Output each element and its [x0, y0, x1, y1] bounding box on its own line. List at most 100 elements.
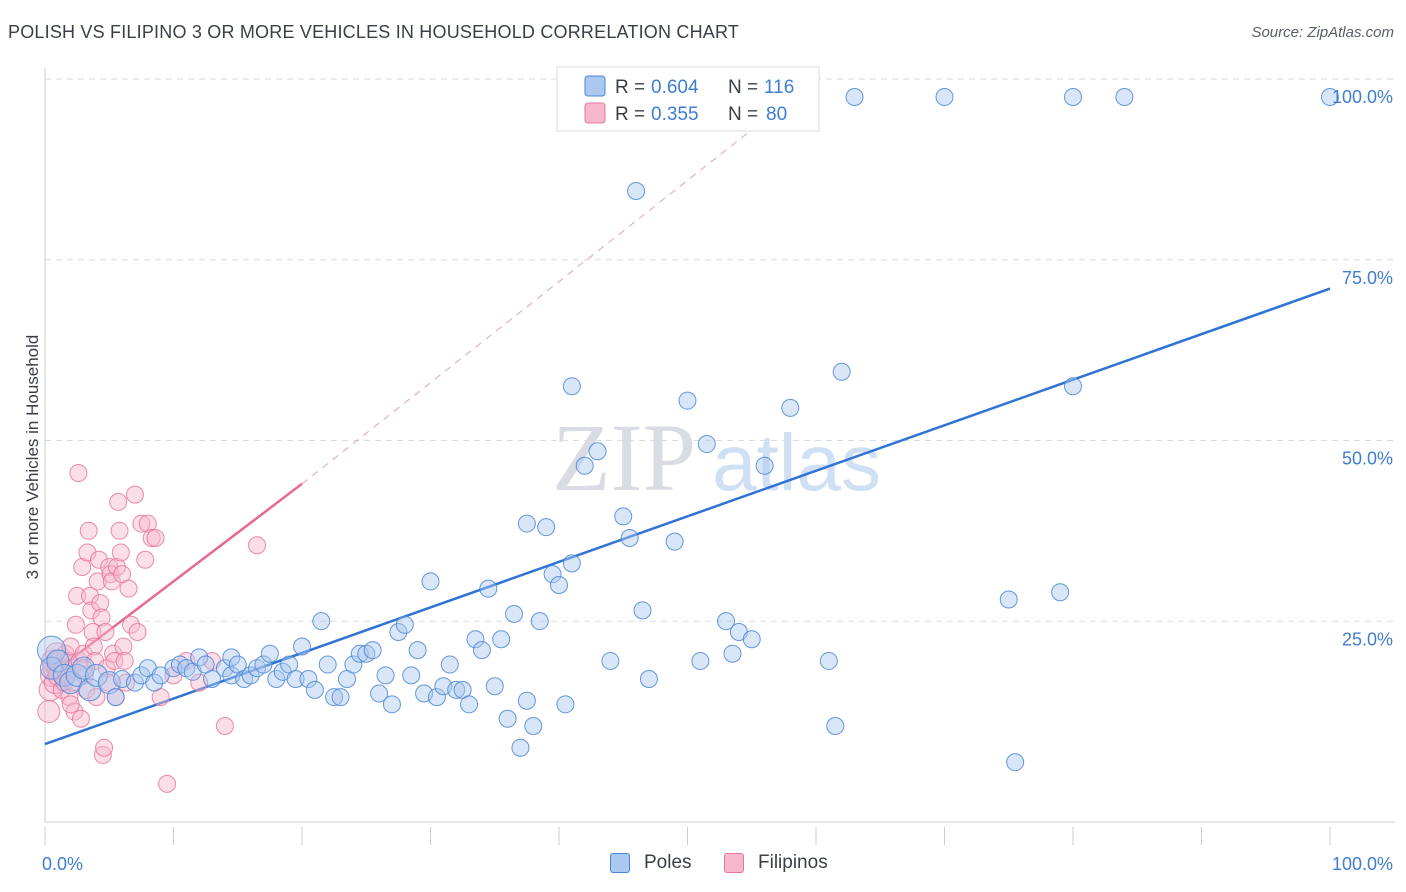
poles-point — [999, 590, 1018, 609]
y-tick-label: 25.0% — [1342, 629, 1393, 649]
poles-point — [530, 612, 549, 631]
filipinos-point — [78, 543, 97, 562]
poles-point — [97, 671, 121, 695]
poles-point — [318, 655, 337, 674]
poles-point — [299, 670, 318, 689]
poles-point — [562, 377, 581, 396]
filipinos-point — [93, 745, 112, 764]
filipinos-point — [119, 579, 138, 598]
filipinos-point — [89, 550, 108, 569]
filipinos-point — [132, 514, 151, 533]
poles-point — [498, 709, 517, 728]
poles-point — [633, 601, 652, 620]
poles-point — [382, 695, 401, 714]
poles-point — [845, 88, 864, 106]
legend-label-poles: Poles — [644, 852, 692, 873]
filipinos-point — [73, 557, 92, 576]
poles-point — [472, 641, 491, 660]
legend-item-poles[interactable]: Poles — [610, 852, 692, 874]
poles-point — [627, 181, 646, 200]
poles-point — [517, 691, 536, 710]
poles-point — [466, 630, 485, 649]
poles-point — [389, 623, 408, 642]
legend-n-label: N = — [728, 104, 758, 125]
poles-point — [125, 673, 144, 692]
poles-point — [421, 572, 440, 591]
legend-r-label: R = — [615, 104, 645, 125]
poles-point — [639, 670, 658, 689]
poles-point — [492, 630, 511, 649]
legend-poles-swatch — [584, 75, 606, 97]
poles-point — [312, 612, 331, 631]
filipinos-point — [68, 586, 87, 605]
filipinos-point — [110, 521, 129, 540]
axes — [44, 68, 1395, 845]
poles-point — [65, 663, 89, 687]
poles-point — [665, 532, 684, 551]
poles-point — [575, 456, 594, 475]
poles-point — [1051, 583, 1070, 602]
poles-point — [376, 666, 395, 685]
filipinos-point — [105, 651, 124, 670]
watermark: ZIP atlas — [552, 404, 881, 511]
poles-swatch — [610, 853, 630, 873]
poles-point — [1064, 377, 1082, 396]
watermark-zip: ZIP — [552, 404, 696, 511]
y-tick-label: 75.0% — [1342, 268, 1393, 288]
poles-point — [254, 655, 273, 674]
legend-filipinos-swatch — [584, 102, 606, 124]
poles-point — [408, 641, 427, 660]
filipinos-point — [82, 601, 101, 620]
poles-point — [524, 717, 543, 736]
filipinos-point — [122, 615, 141, 634]
bottom-legend: Poles Filipinos — [0, 850, 1406, 878]
poles-point — [305, 680, 324, 699]
filipinos-point — [158, 774, 177, 793]
legend-n-value: 80 — [766, 104, 787, 125]
filipinos-point — [95, 738, 114, 757]
poles-point — [363, 641, 382, 660]
poles-point — [260, 644, 279, 663]
poles-point — [505, 604, 524, 623]
filipinos-point — [80, 586, 99, 605]
y-tick-labels: 25.0% 50.0% 75.0% 100.0% — [1332, 87, 1393, 649]
poles-point — [36, 635, 66, 665]
y-tick-label: 100.0% — [1332, 87, 1393, 107]
poles-point — [485, 677, 504, 696]
legend-n-label: N = — [728, 77, 758, 98]
x-tick-label-left: 0.0% — [42, 854, 83, 874]
filipinos-point — [79, 521, 98, 540]
filipinos-point — [91, 594, 110, 613]
poles-point — [614, 507, 633, 526]
poles-point — [72, 656, 96, 680]
poles-point — [46, 649, 70, 673]
poles-point — [1064, 88, 1082, 106]
poles-point — [755, 456, 774, 475]
poles-point — [678, 391, 697, 410]
poles-point — [325, 688, 344, 707]
filipinos-point — [138, 514, 157, 533]
filipinos-point — [215, 717, 234, 736]
filipinos-point — [248, 536, 267, 555]
poles-point — [826, 717, 845, 736]
legend-item-filipinos[interactable]: Filipinos — [724, 852, 828, 874]
poles-point — [550, 576, 568, 595]
poles-point — [1115, 88, 1134, 106]
filipinos-swatch — [724, 853, 744, 873]
legend-r-value: 0.604 — [651, 77, 699, 98]
watermark-atlas: atlas — [712, 418, 881, 507]
poles-point — [819, 651, 838, 670]
poles-point — [370, 684, 389, 703]
poles-point — [742, 630, 761, 649]
filipinos-point — [83, 623, 102, 642]
filipinos-point — [146, 529, 165, 548]
poles-point — [286, 670, 305, 689]
poles-point — [935, 88, 954, 106]
poles-point — [145, 673, 164, 692]
poles-point — [562, 554, 581, 573]
legend-r-label: R = — [615, 77, 645, 98]
chart-title: POLISH VS FILIPINO 3 OR MORE VEHICLES IN… — [8, 22, 740, 42]
filipinos-point — [61, 695, 80, 714]
x-tick-label-right: 100.0% — [1332, 854, 1393, 874]
filipinos-point — [114, 637, 133, 656]
